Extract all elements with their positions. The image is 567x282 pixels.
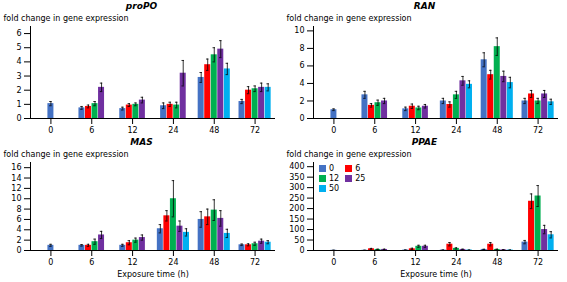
- svg-text:400: 400: [289, 162, 304, 171]
- svg-text:72: 72: [250, 126, 260, 135]
- svg-text:0: 0: [16, 246, 21, 255]
- svg-text:200: 200: [289, 204, 304, 213]
- svg-text:8: 8: [16, 205, 21, 214]
- svg-text:350: 350: [289, 173, 304, 182]
- svg-text:6: 6: [89, 126, 94, 135]
- svg-text:150: 150: [289, 215, 304, 224]
- svg-text:2: 2: [16, 86, 21, 95]
- svg-text:6: 6: [372, 258, 377, 267]
- svg-text:fold change in gene expression: fold change in gene expression: [4, 14, 129, 23]
- html-text:25: 25: [355, 174, 366, 183]
- svg-text:0: 0: [331, 258, 336, 267]
- svg-text:4: 4: [16, 57, 21, 66]
- svg-text:100: 100: [289, 225, 304, 234]
- html-text:0: 0: [329, 164, 335, 173]
- html-text:6: 6: [355, 164, 361, 173]
- svg-text:50: 50: [294, 236, 304, 245]
- svg-text:72: 72: [533, 258, 543, 267]
- svg-text:72: 72: [250, 258, 260, 267]
- svg-text:Exposure time (h): Exposure time (h): [117, 270, 189, 279]
- svg-text:24: 24: [451, 126, 461, 135]
- svg-text:6: 6: [299, 61, 304, 70]
- svg-text:72: 72: [533, 126, 543, 135]
- svg-text:12: 12: [127, 258, 137, 267]
- svg-text:14: 14: [11, 174, 21, 183]
- svg-text:6: 6: [16, 215, 21, 224]
- svg-text:12: 12: [11, 184, 21, 193]
- html-text:RAN: RAN: [413, 1, 436, 11]
- svg-text:6: 6: [89, 258, 94, 267]
- svg-text:24: 24: [168, 258, 178, 267]
- svg-text:2: 2: [299, 97, 304, 106]
- svg-text:0: 0: [299, 114, 304, 123]
- html-text:MAS: MAS: [130, 137, 153, 147]
- svg-text:0: 0: [299, 246, 304, 255]
- svg-text:250: 250: [289, 194, 304, 203]
- html-text:proPO: proPO: [125, 1, 158, 11]
- svg-text:0: 0: [48, 258, 53, 267]
- svg-text:2: 2: [16, 236, 21, 245]
- svg-text:10: 10: [11, 194, 21, 203]
- svg-text:0: 0: [331, 126, 336, 135]
- svg-text:12: 12: [127, 126, 137, 135]
- svg-text:48: 48: [209, 126, 219, 135]
- svg-text:24: 24: [168, 126, 178, 135]
- svg-text:6: 6: [372, 126, 377, 135]
- svg-text:fold change in gene expression: fold change in gene expression: [4, 150, 129, 159]
- svg-text:4: 4: [299, 79, 304, 88]
- html-text:12: 12: [329, 174, 340, 183]
- svg-text:fold change in gene expression: fold change in gene expression: [287, 14, 412, 23]
- svg-text:1: 1: [16, 100, 21, 109]
- svg-text:fold change in gene expression: fold change in gene expression: [287, 150, 412, 159]
- svg-text:10: 10: [294, 26, 304, 35]
- svg-text:48: 48: [492, 126, 502, 135]
- html-text:PPAE: PPAE: [411, 137, 438, 147]
- svg-text:6: 6: [16, 29, 21, 38]
- svg-text:0: 0: [16, 114, 21, 123]
- svg-text:3: 3: [16, 72, 21, 81]
- svg-text:16: 16: [11, 163, 21, 172]
- svg-text:4: 4: [16, 225, 21, 234]
- svg-text:300: 300: [289, 183, 304, 192]
- svg-text:12: 12: [410, 258, 420, 267]
- svg-text:12: 12: [410, 126, 420, 135]
- svg-text:8: 8: [299, 44, 304, 53]
- svg-text:24: 24: [451, 258, 461, 267]
- svg-text:0: 0: [48, 126, 53, 135]
- svg-text:48: 48: [209, 258, 219, 267]
- svg-text:48: 48: [492, 258, 502, 267]
- svg-text:Exposure time (h): Exposure time (h): [400, 270, 472, 279]
- html-text:50: 50: [329, 184, 340, 193]
- svg-text:5: 5: [16, 43, 21, 52]
